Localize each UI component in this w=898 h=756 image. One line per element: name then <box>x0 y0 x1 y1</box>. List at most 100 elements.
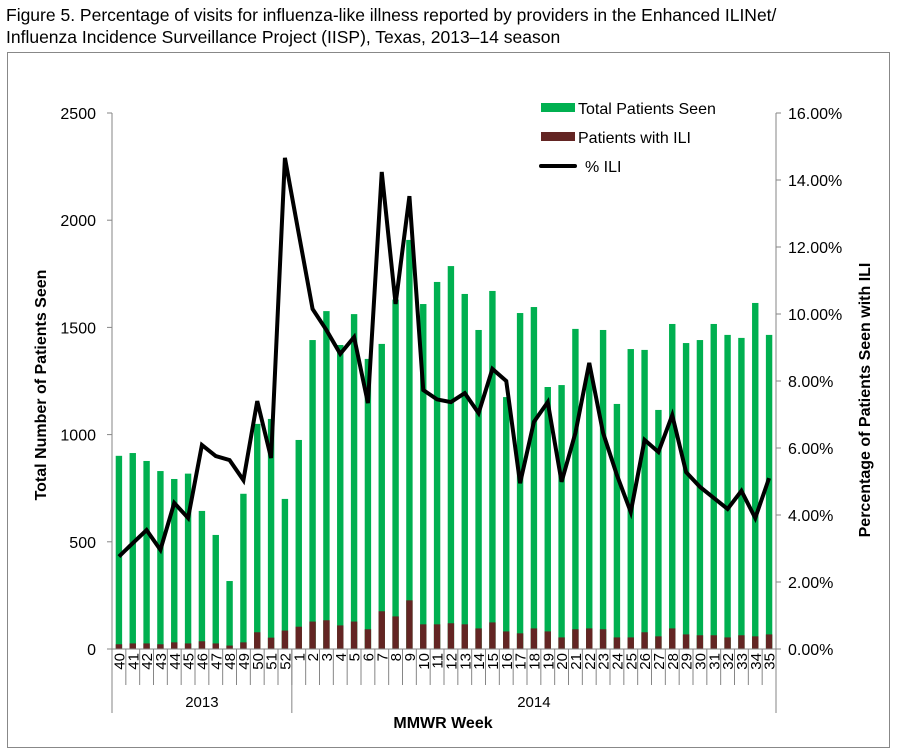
bar-patients-ili <box>503 631 510 649</box>
x-tick-label: 2 <box>305 653 322 661</box>
bar-patients-ili <box>267 637 275 649</box>
bar-patients-ili <box>558 637 565 649</box>
bar-patients-ili <box>254 632 261 649</box>
x-tick-label: 30 <box>692 653 709 670</box>
bar-total-patients <box>350 314 358 649</box>
bar-patients-ili <box>544 631 551 649</box>
bar-total-patients <box>392 299 399 649</box>
figure-title: Figure 5. Percentage of visits for influ… <box>6 5 777 47</box>
bar-patients-ili <box>447 623 455 649</box>
x-tick-label: 15 <box>485 653 502 670</box>
x-tick-label: 14 <box>471 653 488 670</box>
x-tick-label: 35 <box>762 653 779 670</box>
bar-total-patients <box>115 455 123 649</box>
bar-patients-ili <box>669 628 676 649</box>
bar-patients-ili <box>599 629 607 649</box>
bar-patients-ili <box>516 633 524 649</box>
bar-patients-ili <box>364 629 372 649</box>
bar-patients-ili <box>724 637 731 649</box>
bar-total-patients <box>226 581 233 649</box>
bar-total-patients <box>627 349 634 649</box>
x-tick-label: 6 <box>360 653 377 661</box>
bar-patients-ili <box>765 634 773 649</box>
bar-patients-ili <box>433 624 441 649</box>
x-tick-label: 1 <box>291 653 308 661</box>
right-tick-label: 8.00% <box>788 374 833 391</box>
left-tick-label: 0 <box>87 642 96 659</box>
bar-total-patients <box>669 323 676 649</box>
bar-patients-ili <box>129 643 136 649</box>
bar-patients-ili <box>738 635 745 649</box>
bar-patients-ili <box>655 636 662 649</box>
bar-patients-ili <box>613 637 621 649</box>
bar-total-patients <box>157 471 164 649</box>
bar-total-patients <box>420 304 427 649</box>
y2-axis-title: Percentage of Patients Seen with ILI <box>857 263 874 538</box>
x-tick-label: 11 <box>430 653 447 669</box>
right-tick-label: 4.00% <box>788 508 833 525</box>
right-tick-label: 14.00% <box>788 173 842 190</box>
bar-total-patients <box>696 340 704 649</box>
left-tick-label: 1000 <box>60 428 96 445</box>
legend-swatch-ili <box>541 132 575 141</box>
bar-total-patients <box>240 493 247 649</box>
x-tick-label: 8 <box>388 653 405 661</box>
right-tick-label: 12.00% <box>788 240 842 257</box>
x-tick-label: 25 <box>623 653 640 670</box>
x-tick-label: 41 <box>125 653 142 670</box>
bar-total-patients <box>489 290 496 649</box>
bar-patients-ili <box>309 621 316 649</box>
x-tick-label: 47 <box>208 653 225 670</box>
chart-border <box>7 52 890 748</box>
bar-patients-ili <box>696 635 704 649</box>
bar-total-patients <box>599 329 607 649</box>
x-tick-label: 42 <box>139 653 156 670</box>
bar-total-patients <box>198 510 206 649</box>
bar-patients-ili <box>627 637 634 649</box>
bar-total-patients <box>682 343 690 649</box>
bar-patients-ili <box>475 628 482 649</box>
x-tick-label: 49 <box>236 653 253 670</box>
legend-label-ili: Patients with ILI <box>578 130 691 147</box>
bar-patients-ili <box>171 642 178 649</box>
x-tick-label: 43 <box>153 653 170 670</box>
bar-total-patients <box>461 293 468 649</box>
x-tick-label: 12 <box>443 653 460 670</box>
x-tick-label: 26 <box>637 653 654 670</box>
bar-total-patients <box>503 397 510 649</box>
bar-total-patients <box>530 307 538 649</box>
left-tick-label: 500 <box>69 535 96 552</box>
x-tick-label: 20 <box>554 653 571 670</box>
bar-total-patients <box>544 387 551 649</box>
bar-patients-ili <box>157 644 164 649</box>
x-tick-label: 17 <box>513 653 530 670</box>
bar-patients-ili <box>323 620 330 649</box>
bar-patients-ili <box>572 629 579 649</box>
x-tick-label: 22 <box>582 653 599 670</box>
x-tick-label: 32 <box>720 653 737 670</box>
bar-total-patients <box>212 534 219 649</box>
bar-total-patients <box>641 349 648 649</box>
bar-total-patients <box>171 478 178 649</box>
bar-total-patients <box>309 340 316 649</box>
bar-patients-ili <box>350 621 358 649</box>
bar-total-patients <box>475 329 482 649</box>
bar-total-patients <box>143 460 150 649</box>
bar-total-patients <box>267 418 275 649</box>
bar-total-patients <box>752 302 759 649</box>
bar-total-patients <box>254 423 261 649</box>
x-tick-label: 16 <box>499 653 516 670</box>
right-tick-label: 0.00% <box>788 642 833 659</box>
bar-patients-ili <box>530 628 538 649</box>
x-tick-label: 34 <box>748 653 765 670</box>
bar-patients-ili <box>226 645 233 649</box>
x-axis-title: MMWR Week <box>393 715 492 732</box>
bar-total-patients <box>558 385 565 649</box>
x-tick-label: 24 <box>609 653 626 670</box>
bar-patients-ili <box>641 632 648 649</box>
x-tick-label: 51 <box>264 653 281 670</box>
legend-label-percent: % ILI <box>585 159 621 176</box>
x-tick-label: 7 <box>374 653 391 661</box>
bar-total-patients <box>323 311 330 649</box>
